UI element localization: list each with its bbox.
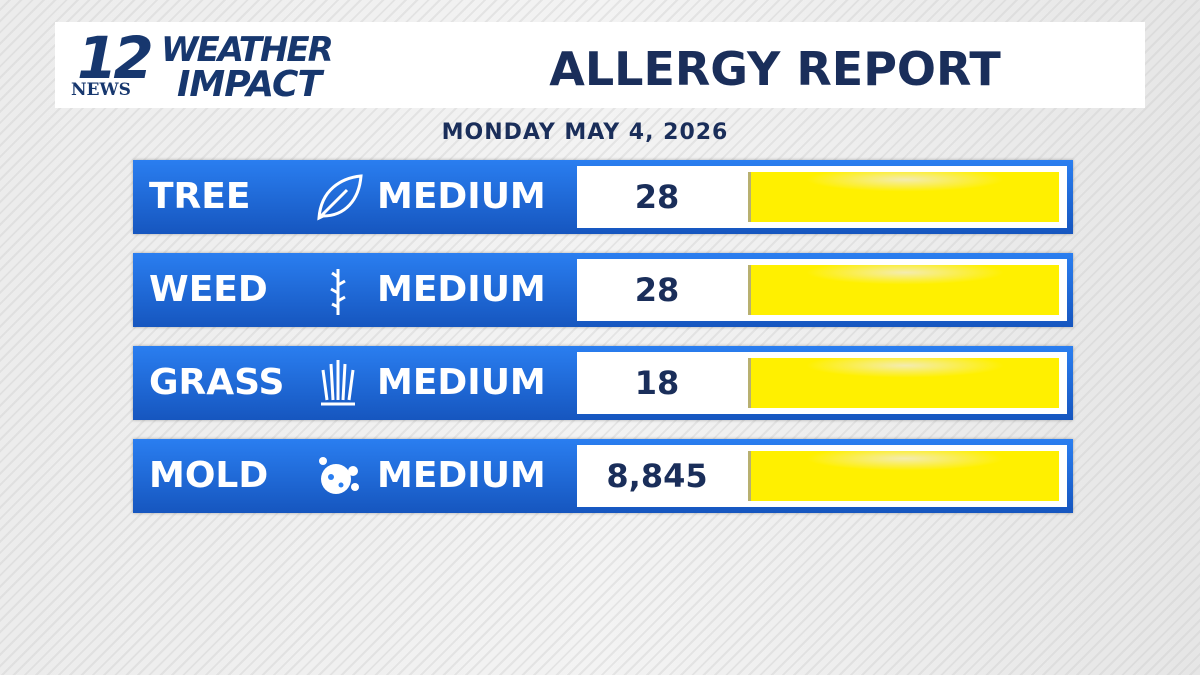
allergen-level: MEDIUM — [377, 269, 546, 310]
logo-number: 12 — [77, 24, 154, 92]
header: 12 NEWS WEATHER IMPACT ALLERGY REPORT — [55, 22, 1145, 108]
count-panel: 8,845 — [577, 445, 1067, 507]
allergen-row: MOLD MEDIUM 8,845 — [133, 439, 1073, 513]
allergen-name: TREE — [149, 176, 251, 217]
allergen-name: GRASS — [149, 362, 285, 403]
logo-line2: IMPACT — [177, 64, 322, 105]
allergen-count: 8,845 — [606, 457, 708, 495]
count-panel: 18 — [577, 352, 1067, 414]
allergen-row: GRASS MEDIUM 18 — [133, 346, 1073, 420]
title: ALLERGY REPORT — [549, 42, 1001, 96]
allergen-name: MOLD — [149, 455, 269, 496]
logo-line1: WEATHER — [161, 30, 334, 70]
count-panel: 28 — [577, 166, 1067, 228]
allergen-icon — [330, 269, 346, 315]
allergen-count: 18 — [634, 364, 680, 402]
level-bar — [748, 358, 1059, 408]
allergen-level: MEDIUM — [377, 176, 546, 217]
allergen-count: 28 — [634, 178, 680, 216]
allergen-icon — [321, 360, 355, 406]
allergen-name: WEED — [149, 269, 268, 310]
logo-station: NEWS — [71, 80, 131, 100]
allergen-count: 28 — [634, 271, 680, 309]
level-bar — [748, 265, 1059, 315]
level-bar — [748, 451, 1059, 501]
allergen-row: TREE MEDIUM 28 — [133, 160, 1073, 234]
count-panel: 28 — [577, 259, 1067, 321]
date: MONDAY MAY 4, 2026 — [441, 120, 729, 145]
allergen-icon — [319, 457, 359, 494]
level-bar — [748, 172, 1059, 222]
allergen-level: MEDIUM — [377, 362, 546, 403]
allergen-icon — [317, 174, 363, 221]
allergen-row: WEED MEDIUM 28 — [133, 253, 1073, 327]
allergen-level: MEDIUM — [377, 455, 546, 496]
